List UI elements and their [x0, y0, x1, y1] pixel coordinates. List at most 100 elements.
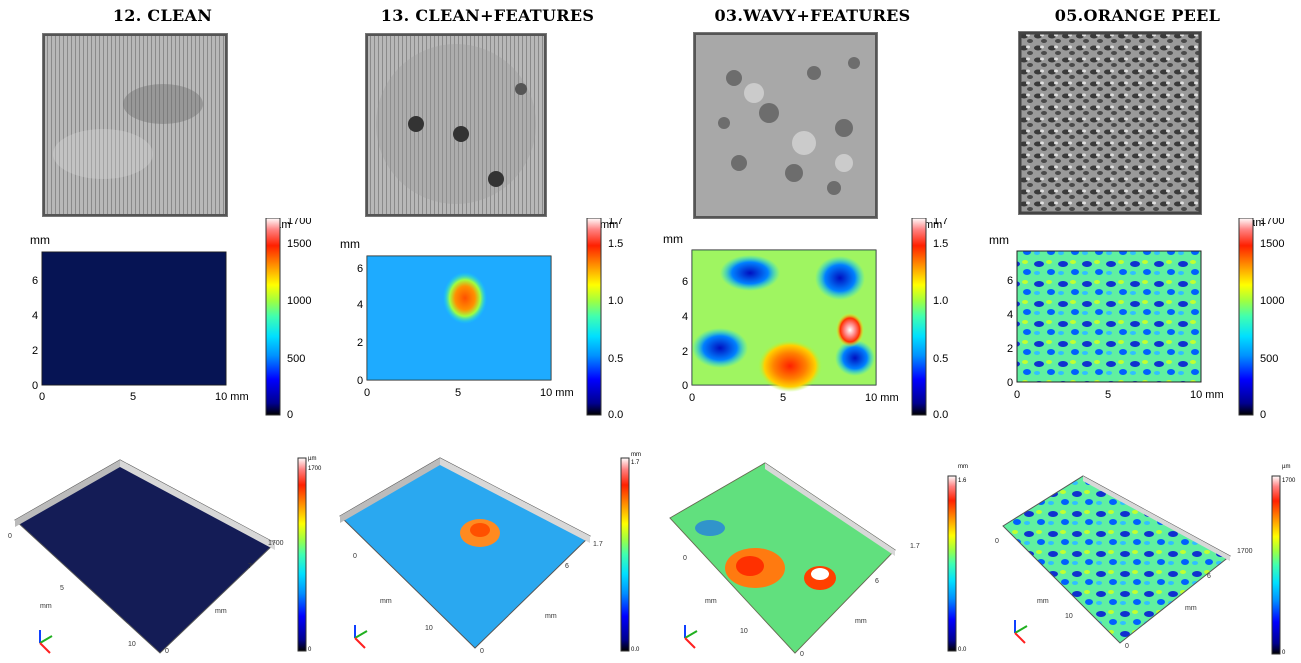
y-unit-label: mm — [989, 233, 1009, 247]
panel-title: 12. CLEAN — [112, 6, 213, 25]
iso-cbar-top: 1.6 — [958, 478, 967, 484]
svg-text:10 mm: 10 mm — [865, 392, 899, 404]
svg-text:4: 4 — [1007, 309, 1013, 321]
svg-text:1500: 1500 — [287, 238, 311, 250]
svg-text:2: 2 — [1007, 343, 1013, 355]
y-unit-label: mm — [30, 233, 50, 247]
svg-text:1.7: 1.7 — [933, 218, 948, 227]
svg-text:0: 0 — [1260, 409, 1266, 421]
svg-text:0.0: 0.0 — [933, 409, 948, 421]
iso-colorbar — [947, 475, 957, 652]
svg-text:mm: mm — [1037, 598, 1049, 605]
panel-orange-peel: 05.ORANGE PEEL mm 0 2 — [975, 0, 1300, 663]
iso-cbar-unit: µm — [1282, 464, 1290, 470]
y-ticks: 0 2 4 6 — [682, 276, 688, 392]
svg-text:0: 0 — [357, 375, 363, 387]
svg-text:1.0: 1.0 — [933, 295, 948, 307]
svg-text:1000: 1000 — [287, 295, 311, 307]
iso-cbar-top: 1.7 — [631, 460, 640, 466]
axis-triad-icon — [354, 625, 368, 649]
isometric-view: 0 10 0 6 mm mm 1.7 mm 1.6 0.0 — [669, 462, 968, 658]
colorbar-ticks: 1.7 1.5 1.0 0.5 0.0 — [608, 218, 623, 421]
svg-text:4: 4 — [357, 299, 363, 311]
height-map: mm 0 2 4 6 0 5 10 mm mm 1.7 1.5 1.0 0.5 … — [340, 218, 623, 421]
svg-text:0: 0 — [689, 392, 695, 404]
svg-text:5: 5 — [780, 392, 786, 404]
svg-text:0: 0 — [32, 380, 38, 392]
svg-text:6: 6 — [32, 275, 38, 287]
height-map: mm 0 2 4 6 0 5 10 mm mm 1.7 1.5 1.0 0.5 … — [663, 218, 948, 421]
iso-cbar-unit: mm — [631, 452, 641, 458]
svg-text:0.5: 0.5 — [933, 353, 948, 365]
svg-text:1.7: 1.7 — [910, 543, 920, 550]
panel-wavy-features: 03.WAVY+FEATURES — [650, 0, 975, 663]
sample-photo — [42, 33, 228, 217]
isometric-view: 0 10 0 6 mm mm 1700 µm 1700 0 — [995, 464, 1296, 656]
colorbar-ticks: 1.7 1.5 1.0 0.5 0.0 — [933, 218, 948, 421]
svg-text:4: 4 — [682, 311, 688, 323]
svg-text:0: 0 — [480, 648, 484, 655]
panel-clean: 12. CLEAN mm 0 2 4 6 0 5 10 mm µm 1700 — [0, 0, 325, 663]
iso-colorbar — [620, 457, 630, 652]
colorbar-unit: mm — [924, 219, 942, 231]
colorbar — [1238, 218, 1254, 416]
y-ticks: 0 2 4 6 — [357, 263, 363, 387]
svg-text:0: 0 — [683, 555, 687, 562]
svg-text:1.7: 1.7 — [593, 541, 603, 548]
iso-cbar-bottom: 0 — [308, 647, 312, 653]
svg-text:mm: mm — [380, 598, 392, 605]
iso-cbar-top: 1700 — [1282, 478, 1296, 484]
svg-text:0.5: 0.5 — [608, 353, 623, 365]
height-map: mm 0 2 4 6 0 5 10 mm µm 1700 1500 1000 5… — [30, 218, 311, 421]
svg-text:2: 2 — [357, 337, 363, 349]
sample-photo — [1018, 31, 1202, 215]
svg-text:5: 5 — [455, 387, 461, 399]
panel-title: 05.ORANGE PEEL — [1054, 6, 1221, 25]
x-ticks: 0 5 10 mm — [689, 392, 899, 404]
iso-ticks: 0 5 10 0 7 mm mm 1700 — [8, 533, 284, 655]
iso-ticks: 0 10 0 6 mm mm 1.7 — [353, 541, 603, 655]
svg-text:6: 6 — [1007, 275, 1013, 287]
svg-text:6: 6 — [682, 276, 688, 288]
colorbar-unit: µm — [1249, 218, 1265, 229]
svg-text:4: 4 — [32, 310, 38, 322]
panel-title: 13. CLEAN+FEATURES — [380, 6, 595, 25]
iso-ticks: 0 10 0 6 mm mm 1.7 — [683, 543, 920, 658]
y-unit-label: mm — [663, 232, 683, 246]
isometric-view: 0 10 0 6 mm mm 1.7 mm 1.7 0.0 — [339, 452, 641, 655]
svg-text:0: 0 — [1125, 643, 1129, 650]
svg-text:mm: mm — [855, 618, 867, 625]
svg-text:0: 0 — [165, 648, 169, 655]
isometric-view: 0 5 10 0 7 mm mm 1700 µm 1700 0 — [8, 456, 322, 655]
svg-text:10 mm: 10 mm — [540, 387, 574, 399]
iso-cbar-unit: µm — [308, 456, 316, 462]
svg-text:0: 0 — [8, 533, 12, 540]
panel-clean-features: 13. CLEAN+FEATURES mm 0 2 4 6 0 — [325, 0, 650, 663]
svg-text:5: 5 — [60, 585, 64, 592]
panel-title: 03.WAVY+FEATURES — [714, 6, 911, 25]
svg-text:6: 6 — [565, 563, 569, 570]
svg-text:mm: mm — [1185, 605, 1197, 612]
axis-triad-icon — [684, 625, 698, 649]
svg-text:1.5: 1.5 — [933, 238, 948, 250]
svg-text:6: 6 — [357, 263, 363, 275]
svg-text:10 mm: 10 mm — [215, 391, 249, 403]
svg-text:0: 0 — [287, 409, 293, 421]
svg-text:1000: 1000 — [1260, 295, 1284, 307]
svg-text:0: 0 — [353, 553, 357, 560]
svg-text:6: 6 — [875, 578, 879, 585]
svg-text:2: 2 — [32, 345, 38, 357]
colorbar-ticks: 1700 1500 1000 500 0 — [1260, 218, 1284, 421]
svg-text:1500: 1500 — [1260, 238, 1284, 250]
svg-text:1700: 1700 — [1260, 218, 1284, 227]
svg-text:2: 2 — [682, 346, 688, 358]
sample-photo — [365, 33, 547, 217]
svg-text:1.5: 1.5 — [608, 238, 623, 250]
axis-triad-icon — [39, 630, 53, 654]
height-map: mm 0 2 4 6 0 5 10 mm µm 1700 1500 1000 5… — [989, 218, 1284, 421]
iso-cbar-bottom: 0.0 — [631, 647, 640, 653]
svg-text:500: 500 — [1260, 353, 1278, 365]
svg-text:1.0: 1.0 — [608, 295, 623, 307]
svg-text:6: 6 — [1207, 573, 1211, 580]
svg-text:0: 0 — [364, 387, 370, 399]
